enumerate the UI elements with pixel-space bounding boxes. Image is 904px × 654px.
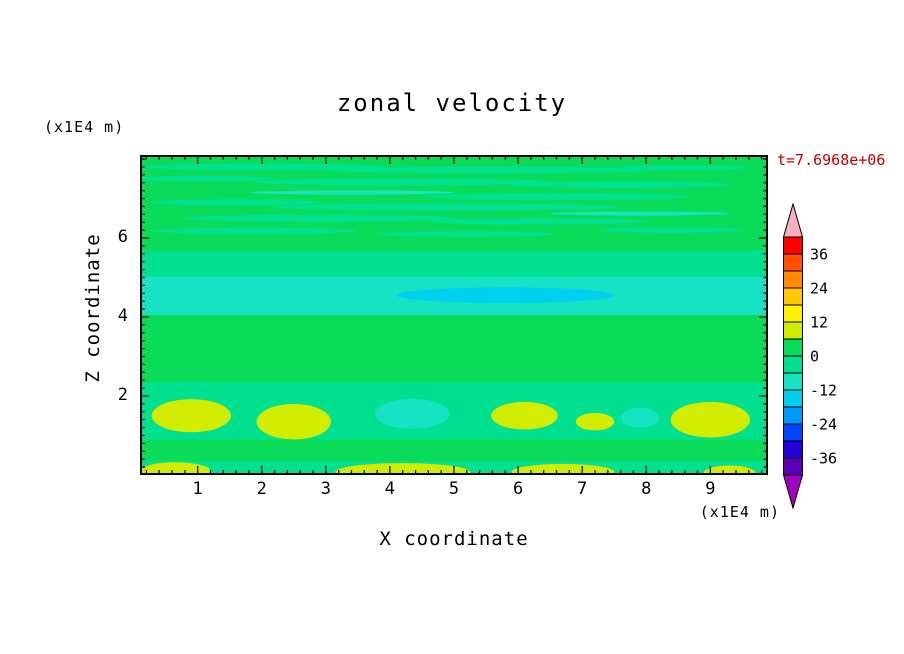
contour-region [511, 181, 730, 188]
contour-region [249, 190, 454, 195]
colorbar-segment [783, 270, 803, 289]
contour-region [421, 192, 692, 201]
plot-frame-and-ticks [140, 155, 768, 475]
contour-region [255, 178, 551, 186]
contour-region [140, 175, 275, 182]
colorbar-label: -12 [810, 382, 837, 400]
colorbar-segment [783, 423, 803, 442]
z-tick-label: 2 [117, 384, 128, 405]
colorbar-segment [783, 406, 803, 425]
colorbar-label: 24 [810, 280, 828, 298]
contour-region [377, 231, 557, 237]
contour-region [511, 463, 615, 475]
contour-region [396, 287, 615, 304]
colorbar-segment [783, 389, 803, 408]
colorbar-segment [783, 372, 803, 391]
x-axis-unit-label: (x1E4 m) [699, 503, 780, 521]
x-tick-label: 5 [448, 479, 460, 499]
contour-region [428, 218, 647, 225]
contour-region [152, 227, 358, 235]
colorbar-segment [783, 338, 803, 357]
contour-region [620, 165, 749, 170]
x-tick-label: 1 [192, 479, 203, 499]
contour-region [335, 463, 470, 475]
x-tick-label: 4 [384, 479, 396, 499]
contour-region [491, 401, 558, 430]
colorbar-segment [783, 304, 803, 323]
contour-region [601, 227, 743, 233]
contour-region [670, 401, 750, 438]
colorbar-segment [783, 287, 803, 306]
x-tick-label: 7 [577, 479, 588, 499]
z-tick-label: 4 [117, 305, 128, 326]
contour-region [274, 203, 621, 211]
contour-region [151, 399, 231, 433]
colorbar-label: -24 [810, 416, 837, 434]
x-tick-label: 2 [256, 479, 267, 499]
contour-region [152, 199, 320, 206]
colorbar-over-arrow [783, 203, 804, 238]
z-tick-label: 6 [117, 226, 128, 247]
x-axis-title: X coordinate [379, 528, 529, 550]
colorbar-label: 12 [810, 314, 828, 332]
contour-region [140, 462, 211, 475]
timestamp-label: t=7.6968e+06 [777, 151, 886, 169]
contour-region [704, 465, 756, 475]
contour-region [620, 407, 659, 428]
colorbar-segment [783, 253, 803, 272]
plot-title: zonal velocity [336, 89, 568, 117]
x-tick-label: 3 [320, 479, 331, 499]
colorbar-segment [783, 440, 803, 459]
colorbar: 36 24 12 0 -12 -24 -36 [783, 203, 837, 510]
colorbar-segment [783, 457, 803, 476]
z-axis-unit-label: (x1E4 m) [44, 118, 125, 136]
contour-region [375, 398, 450, 429]
contour-field [140, 155, 768, 475]
colorbar-label: 0 [810, 348, 819, 366]
axis-ticks [141, 156, 767, 474]
contour-region [184, 214, 454, 222]
colorbar-label: 36 [810, 246, 828, 264]
contour-region [575, 413, 615, 431]
plot-border [140, 155, 768, 475]
contour-region [140, 250, 768, 278]
x-tick-label: 8 [641, 479, 652, 499]
colorbar-under-arrow [783, 474, 804, 510]
x-tick-label: 9 [705, 479, 716, 499]
colorbar-segment [783, 355, 803, 374]
contour-region [140, 163, 384, 171]
colorbar-segment [783, 321, 803, 340]
contour-region [550, 211, 730, 216]
contour-region [140, 439, 768, 462]
colorbar-label: -36 [810, 450, 837, 468]
contour-region [325, 166, 659, 174]
x-tick-label: 6 [512, 479, 524, 499]
contour-region [256, 403, 331, 440]
colorbar-segment [783, 236, 803, 255]
